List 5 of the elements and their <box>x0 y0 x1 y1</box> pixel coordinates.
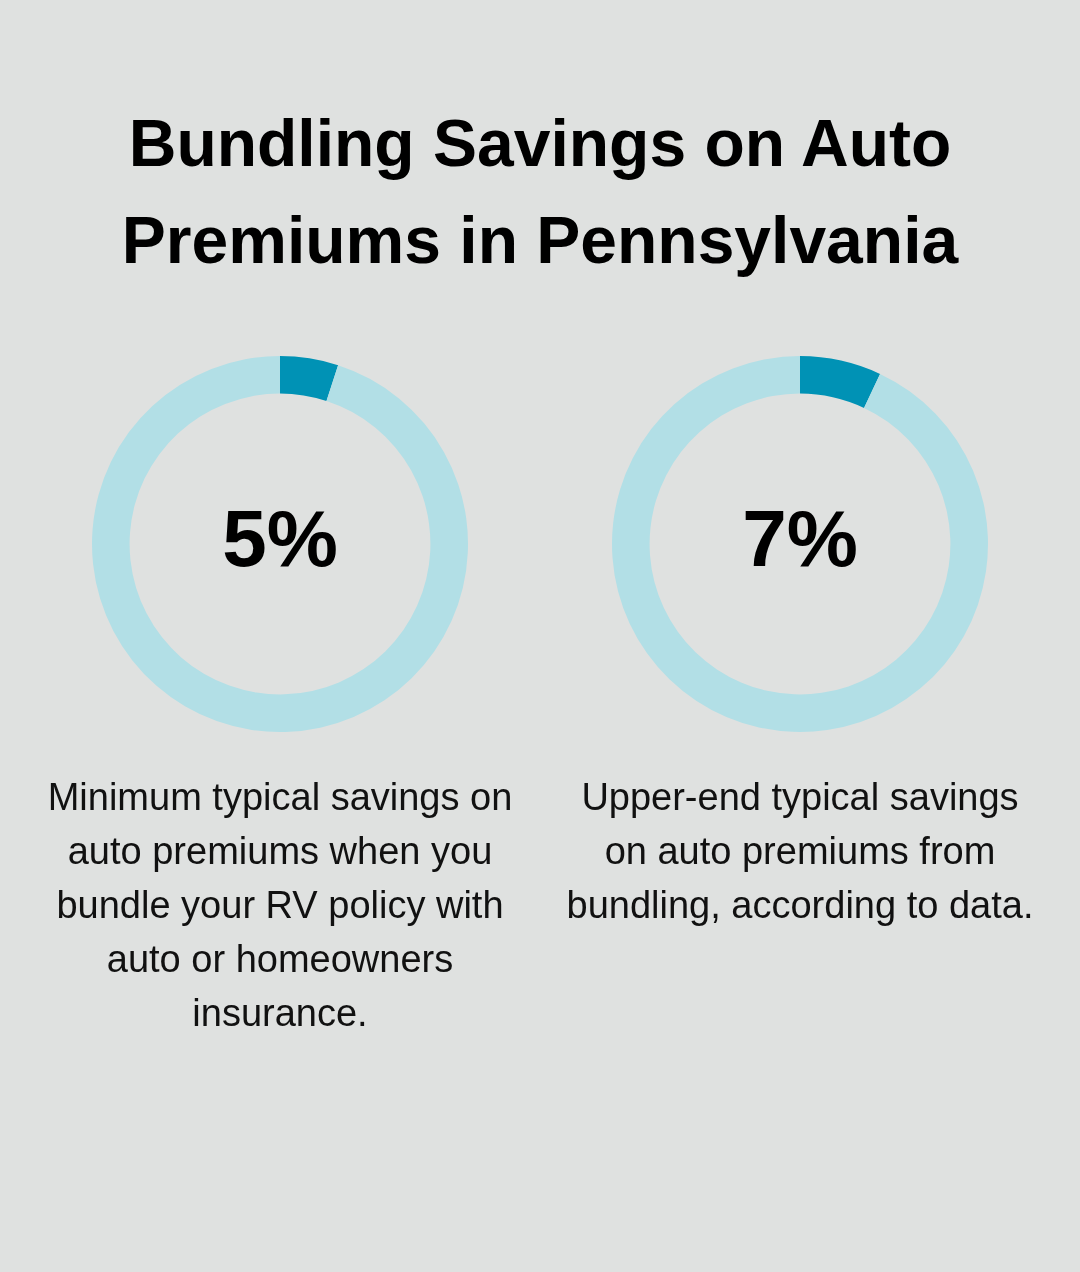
chart-title: Bundling Savings on Auto Premiums in Pennsylvania <box>120 105 960 279</box>
data-label: 7% <box>742 494 858 584</box>
text: Upper-end typical savings on auto premiums from bundling, according to data. <box>565 775 1035 928</box>
text: Minimum typical savings on auto premiums when you bundle your RV policy with auto or homeowners insurance. <box>46 775 514 1036</box>
data-label: 5% <box>222 494 338 584</box>
